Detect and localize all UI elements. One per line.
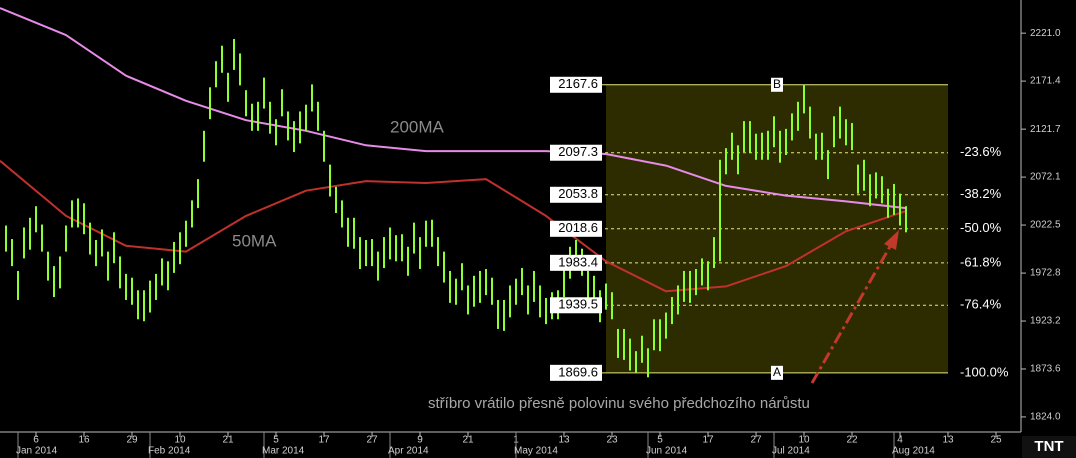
fib-point-box (771, 365, 783, 380)
month-label: Aug 2014 (892, 446, 935, 457)
fib-price-label: 1939.5 (558, 297, 598, 312)
x-tick-label: 10 (174, 435, 186, 446)
fib-price-box (550, 76, 602, 93)
x-tick-label: 21 (462, 435, 474, 446)
x-tick-label: 10 (798, 435, 810, 446)
y-tick-label: 1873.6 (1030, 364, 1061, 375)
x-tick-label: 27 (750, 435, 762, 446)
annotation: stříbro vrátilo přesně polovinu svého př… (428, 395, 810, 412)
x-tick-label: 9 (417, 435, 423, 446)
fib-point-box (771, 77, 783, 92)
month-label: May 2014 (514, 446, 558, 457)
x-tick-label: 22 (846, 435, 858, 446)
month-label: Jul 2014 (772, 446, 810, 457)
fib-point-label: A (773, 365, 781, 379)
y-tick-label: 2221.0 (1030, 28, 1061, 39)
month-label: Jun 2014 (646, 446, 688, 457)
logo: TNT (1034, 438, 1063, 455)
fib-retracement-label: -76.4% (960, 297, 1002, 312)
fib-retracement-label: -23.6% (960, 144, 1002, 159)
fib-price-label: 2167.6 (558, 76, 598, 91)
moving-average-line (0, 160, 907, 293)
fib-zone (606, 84, 948, 373)
fib-retracement-label: -50.0% (960, 220, 1002, 235)
x-tick-label: 17 (318, 435, 330, 446)
y-tick-label: 2022.5 (1030, 220, 1061, 231)
fib-price-label: 2053.8 (558, 186, 598, 201)
fib-price-label: 2018.6 (558, 220, 598, 235)
fib-price-box (550, 297, 602, 314)
y-tick-label: 2072.1 (1030, 172, 1061, 183)
month-label: Feb 2014 (148, 446, 191, 457)
fib-price-label: 2097.3 (558, 144, 598, 159)
annotation-arrow (810, 230, 899, 384)
x-tick-label: 21 (222, 435, 234, 446)
x-tick-label: 25 (990, 435, 1002, 446)
x-tick-label: 4 (897, 435, 903, 446)
x-tick-label: 16 (78, 435, 90, 446)
x-tick-label: 5 (273, 435, 279, 446)
moving-average-label: 50MA (232, 231, 277, 250)
fib-retracement-label: -100.0% (960, 364, 1009, 379)
fib-point-label: B (773, 77, 781, 91)
fib-price-box (550, 254, 602, 271)
x-tick-label: 27 (366, 435, 378, 446)
fib-price-label: 1869.6 (558, 364, 598, 379)
x-tick-label: 23 (606, 435, 618, 446)
y-tick-label: 2121.7 (1030, 124, 1061, 135)
fib-retracement-label: -38.2% (960, 186, 1002, 201)
y-tick-label: 2171.4 (1030, 76, 1061, 87)
y-tick-label: 1824.0 (1030, 412, 1061, 423)
x-tick-label: 17 (702, 435, 714, 446)
plot-area (0, 7, 948, 378)
y-tick-label: 1972.8 (1030, 268, 1061, 279)
x-tick-label: 5 (657, 435, 663, 446)
arrow-head (884, 230, 899, 250)
y-tick-label: 1923.2 (1030, 316, 1061, 327)
arrow-shaft (810, 242, 894, 384)
x-tick-label: 6 (33, 435, 39, 446)
x-tick-label: 13 (558, 435, 570, 446)
fib-price-box (550, 220, 602, 237)
fib-price-label: 1983.4 (558, 254, 598, 269)
moving-average-line (0, 7, 907, 210)
fib-price-box (550, 144, 602, 161)
fib-price-box (550, 186, 602, 203)
fib-retracement-label: -61.8% (960, 254, 1002, 269)
logo-box (1022, 436, 1076, 458)
month-label: Apr 2014 (388, 446, 429, 457)
x-tick-label: 29 (126, 435, 138, 446)
month-label: Jan 2014 (16, 446, 58, 457)
x-tick-label: 13 (942, 435, 954, 446)
fib-price-box (550, 364, 602, 381)
month-label: Mar 2014 (262, 446, 305, 457)
moving-average-label: 200MA (390, 117, 445, 136)
